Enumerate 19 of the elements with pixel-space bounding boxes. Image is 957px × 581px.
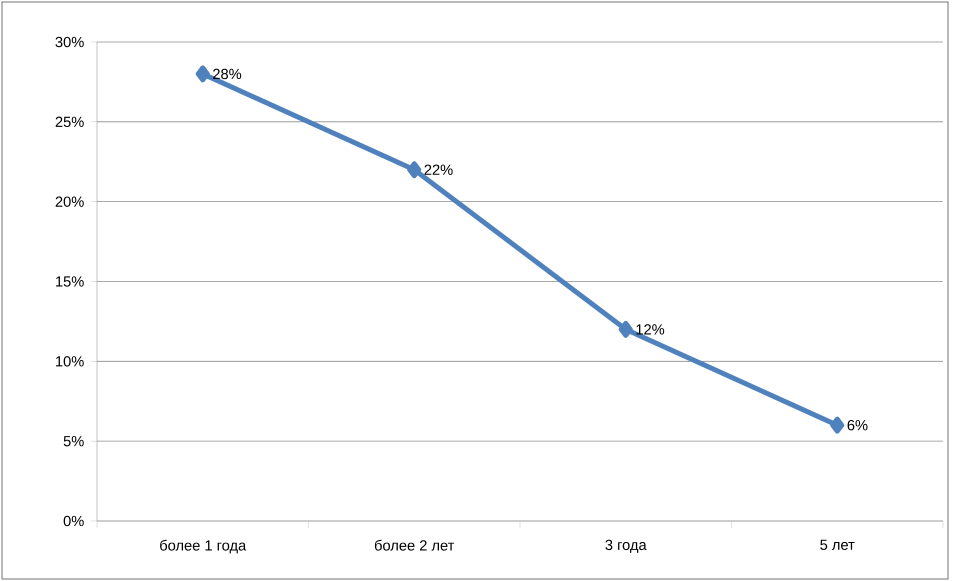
point <box>618 320 633 338</box>
point <box>196 65 210 82</box>
y-tick-label: 15% <box>56 276 84 287</box>
data-label: 28% <box>213 68 242 80</box>
x-tick-label: 5 лет <box>820 540 855 550</box>
y-tick-label: 10% <box>56 356 84 367</box>
point <box>830 416 844 434</box>
x-tick-label: более 2 лет <box>374 540 454 551</box>
y-tick-label: 20% <box>56 196 84 207</box>
data-label: 6% <box>848 420 868 430</box>
x-tick-label: 3 года <box>605 540 647 553</box>
x-tick-label: более 1 года <box>160 540 246 554</box>
point <box>407 161 422 178</box>
y-tick-label: 5% <box>64 436 84 446</box>
y-tick-label: 0% <box>64 516 84 526</box>
y-tick-label: 25% <box>56 116 84 128</box>
y-tick-label: 30% <box>56 36 84 48</box>
data-label: 22% <box>424 164 453 175</box>
data-label: 12% <box>636 324 664 335</box>
